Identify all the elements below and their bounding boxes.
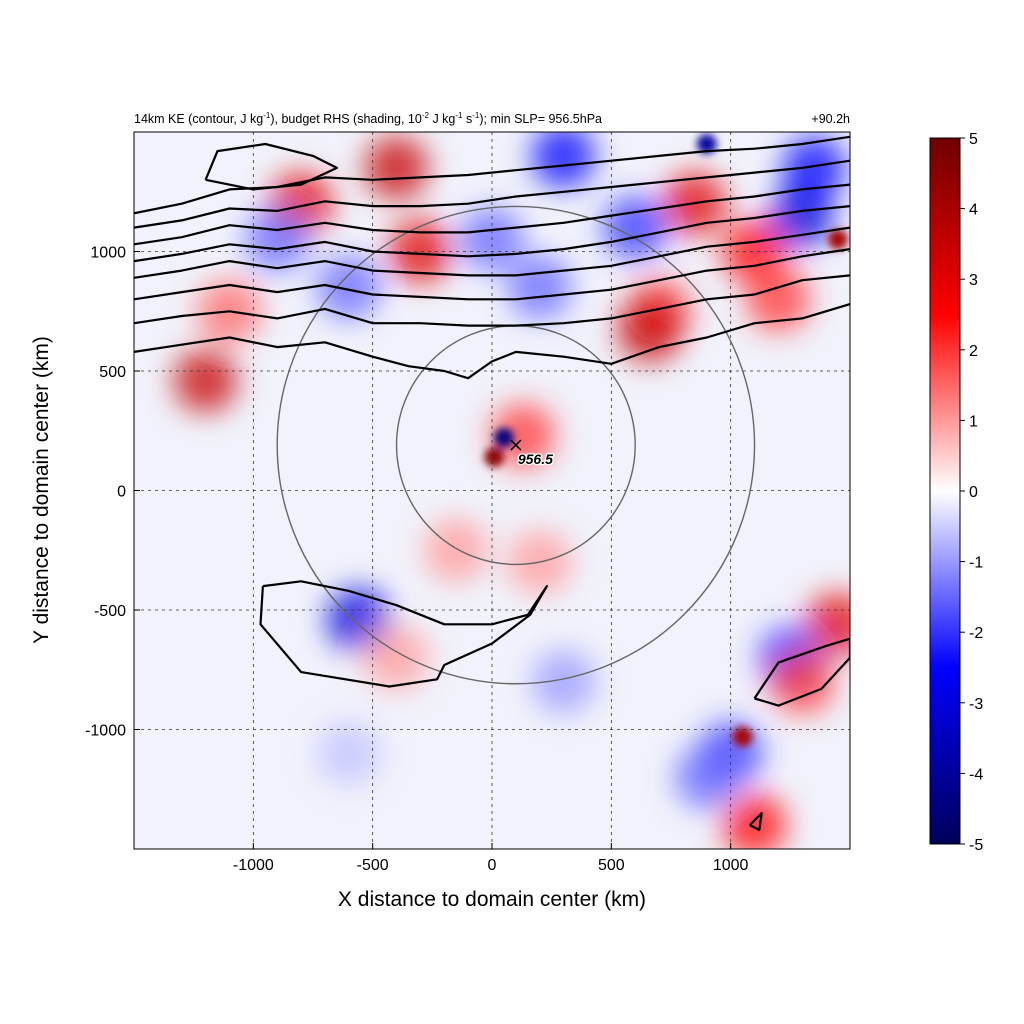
y-tick-label: 0 [117, 484, 126, 501]
shading-blob [617, 298, 682, 363]
ke-contour-line [134, 159, 850, 229]
y-tick-label: -500 [94, 603, 126, 620]
x-tick-label: 1000 [713, 857, 749, 874]
colorbar-tick-label: -4 [969, 766, 983, 783]
colorbar-gradient [929, 137, 961, 845]
shading-blob [316, 255, 381, 320]
shading-blob [173, 348, 238, 413]
ke-contour-line [204, 142, 338, 191]
x-tick-label: 0 [488, 857, 497, 874]
shading-blob [245, 207, 310, 272]
shading-blob [722, 793, 787, 849]
shading-blob [603, 195, 668, 260]
radius-ring [276, 205, 756, 685]
shading-blob [316, 721, 381, 786]
axes: -1000 -500 0 500 1000 -1000 -500 0 500 1000 [85, 245, 748, 875]
y-tick-label: 500 [99, 364, 126, 381]
shading-blob [531, 132, 596, 188]
ke-contour-line [134, 248, 850, 301]
y-tick-label: -1000 [85, 723, 126, 740]
ke-contour-line [134, 226, 850, 279]
y-tick-label: 1000 [90, 245, 126, 262]
min-slp-label: 956.5 [518, 451, 553, 467]
colorbar-tick-label: 1 [969, 413, 978, 430]
shading-blob [507, 255, 572, 320]
ke-contour-line [259, 580, 548, 688]
shading-blob [732, 726, 753, 747]
shading-blob [491, 403, 556, 468]
ke-contour-line [749, 812, 763, 831]
shading-blob [364, 625, 429, 690]
shading-blob [388, 219, 453, 284]
shading-blob [364, 135, 429, 200]
time-label: +90.2h [811, 112, 850, 126]
colorbar-tick-label: -1 [969, 555, 983, 572]
shading-core [484, 133, 849, 747]
storm-center-marker [510, 439, 522, 451]
x-tick-label: 500 [598, 857, 625, 874]
ke-contour-line [134, 274, 850, 327]
colorbar-tick-label: 4 [969, 202, 978, 219]
colorbar-tick-label: 0 [969, 484, 978, 501]
colorbar-tick-label: 5 [969, 131, 978, 148]
shading-blob [828, 229, 849, 250]
shading-blob [484, 447, 505, 468]
x-tick-label: -1000 [233, 857, 274, 874]
x-tick-label: -500 [357, 857, 389, 874]
shading-blob [674, 745, 739, 810]
plot-area: 956.5 [134, 132, 850, 849]
shading-blob [770, 649, 835, 714]
shading-field [173, 132, 850, 849]
ke-contour-line [753, 637, 850, 707]
ke-contour-line [134, 183, 850, 246]
colorbar-tick-label: -2 [969, 625, 983, 642]
ke-contour-line [134, 205, 850, 263]
shading-blob [424, 518, 489, 583]
colorbar: 5 4 3 2 1 0 -1 -2 -3 -4 -5 [929, 131, 983, 854]
ke-contour-line [134, 303, 850, 380]
shading-blob [531, 649, 596, 714]
storm-center: 956.5 [510, 439, 554, 468]
shading-blob [782, 135, 847, 200]
colorbar-tick-label: 3 [969, 272, 978, 289]
colorbar-tick-label: 2 [969, 343, 978, 360]
chart-title: 14km KE (contour, J kg-1), budget RHS (s… [134, 111, 602, 126]
x-axis-label: X distance to domain center (km) [338, 888, 646, 911]
y-axis-label: Y distance to domain center (km) [30, 336, 53, 644]
ke-contour-line [134, 135, 850, 215]
ke-contours [134, 135, 850, 831]
shading-blob [493, 427, 514, 448]
colorbar-ticks: 5 4 3 2 1 0 -1 -2 -3 -4 -5 [960, 131, 983, 854]
shading-blob [696, 133, 717, 154]
colorbar-tick-label: -3 [969, 696, 983, 713]
colorbar-tick-label: -5 [969, 837, 983, 854]
